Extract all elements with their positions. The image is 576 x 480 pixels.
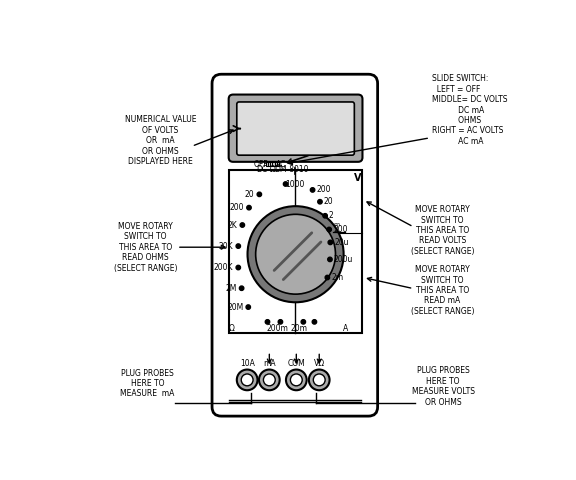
Text: A: A	[343, 324, 348, 333]
Circle shape	[259, 370, 280, 390]
Circle shape	[310, 188, 315, 192]
Circle shape	[312, 320, 317, 324]
Text: 20K: 20K	[219, 241, 233, 251]
Circle shape	[278, 320, 283, 324]
Text: 20u: 20u	[334, 238, 348, 247]
Text: 200: 200	[230, 203, 244, 212]
Circle shape	[313, 374, 325, 386]
Text: MOVE ROTARY
SWITCH TO
THIS AREA TO
READ OHMS
(SELECT RANGE): MOVE ROTARY SWITCH TO THIS AREA TO READ …	[114, 222, 177, 273]
Circle shape	[241, 374, 253, 386]
Circle shape	[236, 244, 241, 248]
Circle shape	[236, 265, 241, 270]
Text: PLUG PROBES
HERE TO
MEASURE VOLTS
OR OHMS: PLUG PROBES HERE TO MEASURE VOLTS OR OHM…	[411, 366, 475, 407]
Circle shape	[266, 320, 270, 324]
FancyBboxPatch shape	[212, 74, 378, 416]
Text: 200K: 200K	[214, 263, 233, 272]
Circle shape	[263, 374, 275, 386]
FancyBboxPatch shape	[229, 95, 362, 162]
Text: mA: mA	[263, 359, 276, 368]
Circle shape	[328, 240, 332, 245]
Circle shape	[256, 214, 335, 294]
Circle shape	[257, 192, 262, 197]
Circle shape	[237, 370, 257, 390]
Text: 2m: 2m	[331, 273, 343, 282]
Text: Ω: Ω	[229, 324, 234, 333]
Circle shape	[286, 370, 306, 390]
Circle shape	[240, 286, 244, 290]
Text: OFF: OFF	[254, 159, 268, 168]
Text: MOVE ROTARY
SWITCH TO
THIS AREA TO
READ mA
(SELECT RANGE): MOVE ROTARY SWITCH TO THIS AREA TO READ …	[411, 265, 474, 316]
Text: 20: 20	[245, 190, 255, 199]
Circle shape	[325, 276, 329, 280]
Circle shape	[240, 223, 245, 227]
Text: 200m: 200m	[267, 324, 289, 333]
Circle shape	[247, 205, 251, 210]
Circle shape	[246, 305, 251, 309]
Text: PLUG PROBES
HERE TO
MEASURE  mA: PLUG PROBES HERE TO MEASURE mA	[120, 369, 175, 398]
Text: SLIDE SWITCH:
  LEFT = OFF
MIDDLE= DC VOLTS
           DC mA
           OHMS
RIG: SLIDE SWITCH: LEFT = OFF MIDDLE= DC VOLT…	[432, 74, 507, 146]
Text: MOVE ROTARY
SWITCH TO
THIS AREA TO
READ VOLTS
(SELECT RANGE): MOVE ROTARY SWITCH TO THIS AREA TO READ …	[411, 205, 474, 256]
Text: COM: COM	[287, 359, 305, 368]
Text: 2K: 2K	[228, 220, 237, 229]
Text: NUMERICAL VALUE
OF VOLTS
OR  mA
OR OHMS
DISPLAYED HERE: NUMERICAL VALUE OF VOLTS OR mA OR OHMS D…	[124, 116, 196, 166]
Text: 1000: 1000	[285, 180, 305, 189]
Circle shape	[323, 214, 327, 218]
Text: 2: 2	[329, 211, 334, 220]
Bar	[229, 170, 362, 333]
Text: VΩ: VΩ	[314, 359, 325, 368]
Circle shape	[309, 370, 329, 390]
Circle shape	[327, 227, 331, 232]
Text: 20M: 20M	[227, 302, 244, 312]
Text: 10A: 10A	[240, 359, 255, 368]
Text: m: m	[334, 222, 339, 227]
Circle shape	[301, 320, 305, 324]
Circle shape	[248, 206, 344, 302]
Circle shape	[290, 374, 302, 386]
Bar	[266, 162, 279, 166]
Circle shape	[318, 200, 322, 204]
Text: 20: 20	[324, 197, 334, 206]
Circle shape	[328, 257, 332, 262]
Text: AC: AC	[276, 159, 286, 168]
Text: DC-Ω: DC-Ω	[256, 165, 276, 174]
FancyBboxPatch shape	[237, 102, 354, 155]
Text: 200: 200	[334, 225, 348, 234]
Circle shape	[283, 182, 288, 186]
Text: 20m: 20m	[290, 324, 308, 333]
Text: 2M: 2M	[225, 284, 237, 293]
Text: DM-8010: DM-8010	[274, 165, 309, 174]
Text: V: V	[354, 173, 362, 183]
Text: 200: 200	[316, 185, 331, 194]
Text: 200u: 200u	[334, 255, 353, 264]
